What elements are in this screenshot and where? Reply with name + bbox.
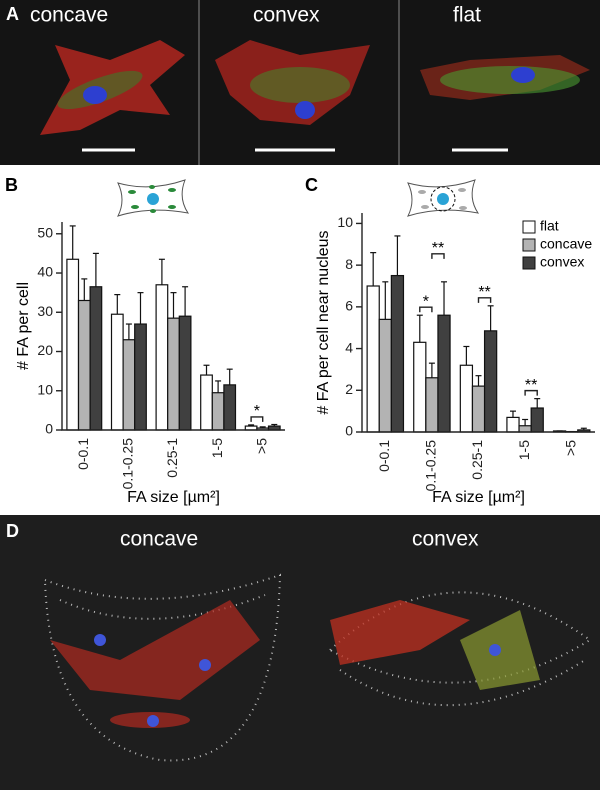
- cell-icon: [117, 179, 190, 217]
- panel-d: D concave convex: [0, 515, 600, 790]
- bar: [459, 364, 474, 433]
- bar: [425, 377, 439, 433]
- bar: [167, 317, 180, 431]
- bar: [413, 341, 427, 433]
- bar: [89, 286, 103, 431]
- axis-line: [61, 222, 285, 431]
- x-tick-label: 0.25-1: [469, 440, 485, 480]
- x-tick-label: 1-5: [209, 438, 225, 458]
- image-label: concave: [30, 4, 108, 27]
- y-tick-label: 10: [37, 381, 53, 397]
- y-axis-label: # FA per cell near nucleus: [315, 230, 332, 414]
- panel-label: D: [6, 521, 19, 541]
- significance-mark: **: [478, 284, 490, 301]
- y-tick-label: 4: [345, 339, 353, 355]
- y-tick-label: 50: [37, 224, 53, 240]
- bar: [483, 330, 498, 433]
- bar: [506, 416, 520, 433]
- x-tick-label: 0.1-0.25: [423, 440, 439, 492]
- y-tick-label: 30: [37, 303, 53, 319]
- bar: [211, 392, 225, 431]
- x-tick-label: 0-0.1: [376, 440, 392, 472]
- legend-label: concave: [540, 236, 592, 252]
- significance-mark: *: [254, 403, 260, 420]
- y-tick-label: 20: [37, 342, 53, 358]
- cell-icon: [407, 179, 480, 217]
- legend-swatch: [522, 256, 536, 270]
- axis-line: [361, 213, 595, 433]
- bar: [366, 285, 380, 433]
- panel-label: A: [6, 4, 19, 24]
- y-tick-label: 40: [37, 264, 53, 280]
- bar: [378, 318, 392, 433]
- bar: [530, 407, 544, 433]
- bar: [223, 384, 237, 431]
- significance-bracket: [477, 297, 492, 303]
- bar: [155, 284, 169, 431]
- image-label: flat: [453, 4, 481, 27]
- significance-bracket: [250, 416, 264, 422]
- x-tick-label: 0-0.1: [75, 438, 91, 470]
- bar: [77, 299, 91, 431]
- y-tick-label: 2: [345, 381, 353, 397]
- y-tick-label: 0: [345, 423, 353, 439]
- significance-mark: **: [525, 377, 537, 394]
- y-axis-label: # FA per cell: [15, 282, 32, 370]
- legend-swatch: [522, 220, 536, 234]
- significance-mark: *: [423, 293, 429, 310]
- bar: [518, 425, 532, 433]
- cell-image: [40, 40, 185, 152]
- x-axis-label: FA size [µm²]: [127, 489, 220, 506]
- significance-bracket: [431, 253, 445, 259]
- bar: [471, 385, 486, 433]
- y-tick-label: 0: [45, 421, 53, 437]
- y-tick-label: 10: [337, 214, 353, 230]
- image-label: convex: [412, 528, 479, 551]
- x-tick-label: >5: [562, 440, 578, 456]
- legend-swatch: [522, 238, 536, 252]
- x-tick-label: 0.25-1: [164, 438, 180, 478]
- image-label: convex: [253, 4, 320, 27]
- y-tick-label: 6: [345, 298, 353, 314]
- x-tick-label: >5: [253, 438, 269, 454]
- significance-bracket: [419, 306, 433, 313]
- bar: [390, 274, 405, 433]
- bar: [134, 323, 147, 431]
- x-tick-label: 0.1-0.25: [120, 438, 136, 490]
- cell-image: [420, 55, 590, 152]
- legend-label: convex: [540, 254, 584, 270]
- legend-label: flat: [540, 218, 559, 234]
- panel-a: A concave convex flat: [0, 0, 600, 165]
- x-tick-label: 1-5: [516, 440, 532, 460]
- bar: [178, 315, 192, 431]
- bar: [66, 258, 80, 431]
- cell-image: [215, 40, 370, 152]
- y-tick-label: 8: [345, 256, 353, 272]
- bar: [110, 313, 124, 431]
- significance-bracket: [524, 389, 538, 396]
- bar: [437, 314, 451, 433]
- significance-mark: **: [432, 240, 444, 257]
- x-axis-label: FA size [µm²]: [432, 489, 525, 506]
- bar: [122, 339, 136, 431]
- bar: [200, 374, 213, 431]
- panel-label: C: [305, 175, 318, 195]
- panel-label: B: [5, 175, 18, 195]
- image-label: concave: [120, 528, 198, 551]
